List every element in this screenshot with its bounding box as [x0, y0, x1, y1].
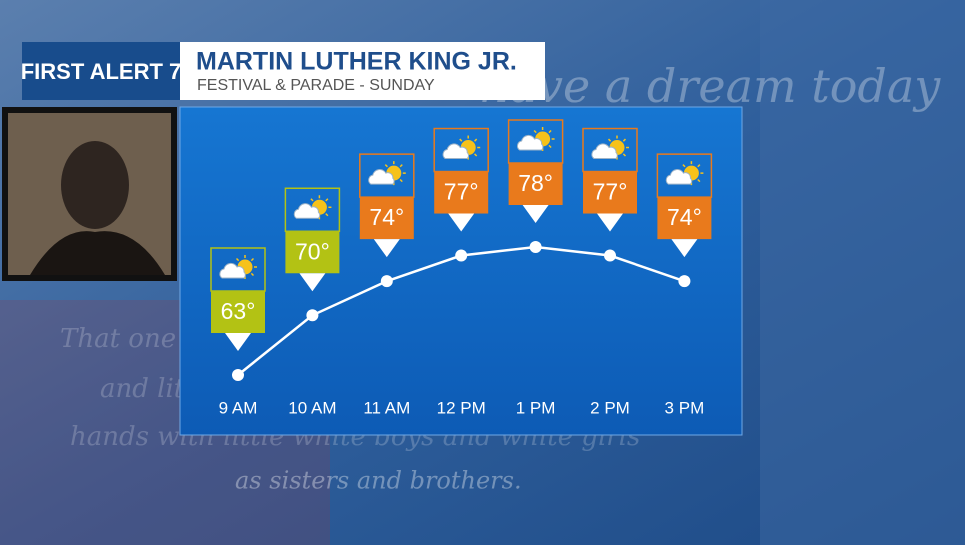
x-tick-label: 12 PM [437, 398, 486, 417]
label-pointer [671, 239, 698, 258]
sun-ray [622, 153, 627, 157]
label-pointer [522, 205, 549, 223]
sun-ray [235, 257, 240, 262]
x-tick-label: 9 AM [219, 398, 258, 417]
value-label: 74° [667, 204, 702, 230]
sun-ray [250, 272, 255, 277]
sun-ray [697, 178, 701, 183]
label-box [359, 197, 414, 240]
quote-line: as sisters and brothers. [235, 467, 522, 495]
label-box [211, 291, 265, 333]
label-box [285, 231, 340, 274]
label-box [583, 171, 637, 214]
point [380, 275, 393, 288]
logo-box [22, 42, 180, 100]
label-pointer [373, 239, 400, 258]
point [232, 369, 244, 381]
sun-ray [384, 164, 388, 168]
label-box [434, 171, 489, 214]
sun-ray [548, 144, 552, 149]
label-box [508, 163, 563, 205]
label-box [657, 197, 712, 240]
point [455, 249, 468, 262]
sun-ray [310, 198, 314, 202]
label-pointer [299, 273, 326, 292]
photo-figure [61, 141, 129, 229]
sun-ray [697, 164, 701, 168]
title-box [180, 42, 545, 100]
x-tick-label: 3 PM [665, 398, 705, 417]
columns [760, 0, 965, 545]
cloud-icon [591, 143, 618, 160]
value-label: 63° [221, 298, 256, 324]
point [604, 249, 616, 262]
sun-ray [325, 198, 329, 202]
quote-line: have a dream today [480, 59, 941, 113]
cloud-icon [665, 169, 693, 185]
cloud-icon [293, 203, 321, 219]
cloud-icon [219, 262, 246, 279]
chart-panel [179, 106, 743, 436]
x-tick-label: 11 AM [363, 398, 410, 417]
title: MARTIN LUTHER KING JR. [196, 48, 517, 76]
value-label: 70° [295, 238, 330, 264]
sun-ray [533, 129, 537, 134]
x-tick-label: 1 PM [516, 398, 556, 417]
point [529, 241, 542, 253]
sun-ray [399, 164, 403, 168]
sun-ray [459, 138, 463, 142]
subtitle: FESTIVAL & PARADE - SUNDAY [197, 77, 435, 94]
photo-figure [30, 231, 165, 275]
sun-ray [474, 138, 478, 142]
x-tick-label: 10 AM [288, 398, 336, 417]
point [306, 309, 319, 322]
label-pointer [597, 213, 623, 232]
label-pointer [225, 333, 251, 351]
value-label: 77° [444, 179, 479, 205]
sun-ray [607, 138, 612, 142]
value-label: 78° [518, 170, 553, 196]
sun-ray [548, 129, 552, 134]
label-pointer [448, 213, 475, 232]
cloud-icon [442, 143, 469, 160]
sun-ray [325, 213, 329, 217]
sun-ray [474, 153, 478, 157]
cloud-icon [517, 134, 544, 151]
sun-ray [250, 257, 255, 262]
value-label: 77° [593, 179, 628, 205]
logo: FIRST ALERT 7 [21, 59, 182, 84]
sun-ray [399, 178, 403, 183]
sun-ray [622, 138, 627, 142]
sun-ray [682, 164, 686, 168]
x-tick-label: 2 PM [590, 398, 630, 417]
value-label: 74° [369, 204, 404, 230]
cloud-icon [368, 169, 395, 185]
point [678, 275, 691, 288]
